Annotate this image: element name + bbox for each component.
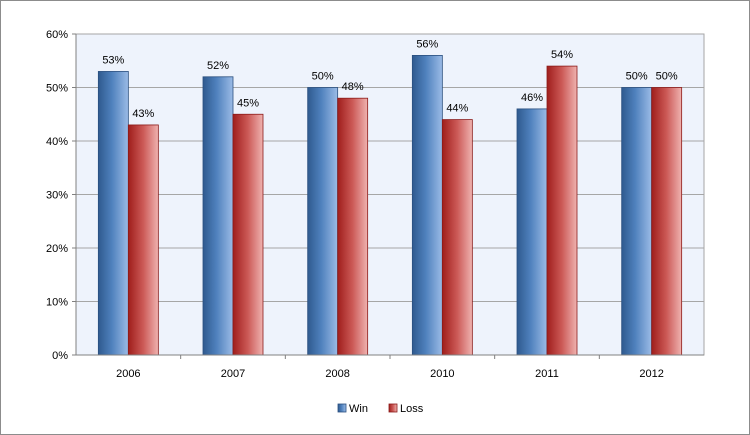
data-label-loss: 54% (551, 49, 573, 61)
bar-win (621, 87, 653, 356)
bar-loss (127, 124, 159, 356)
legend-label-win: Win (349, 403, 368, 415)
bar-win (202, 76, 234, 356)
bar-win (516, 108, 548, 356)
bar-loss (337, 97, 369, 356)
x-tick-label: 2008 (325, 368, 349, 380)
gridlines (76, 33, 704, 302)
data-label-loss: 48% (342, 81, 364, 93)
y-axis: 0% 10% 20% 30% 40% 50% 60% (46, 29, 77, 362)
data-label-win: 56% (416, 38, 438, 50)
bar-loss (546, 65, 578, 356)
legend-swatch-win (337, 403, 347, 413)
bar-win (307, 87, 339, 356)
x-tick-label: 2006 (116, 368, 140, 380)
x-tick-label: 2012 (639, 368, 663, 380)
data-label-win: 46% (521, 92, 543, 104)
y-tick-label: 10% (46, 297, 68, 309)
y-tick-label: 20% (46, 243, 68, 255)
legend-label-loss: Loss (400, 403, 424, 415)
legend-swatch-loss (388, 403, 398, 413)
data-label-loss: 44% (446, 103, 468, 115)
bar-win (411, 55, 443, 356)
y-tick-label: 60% (46, 29, 68, 41)
data-label-loss: 45% (237, 97, 259, 109)
x-axis: 2006 2007 2008 2010 2011 2012 (76, 354, 704, 380)
data-label-win: 53% (102, 54, 124, 66)
x-tick-label: 2011 (535, 368, 559, 380)
x-tick-label: 2010 (430, 368, 454, 380)
x-tick-label: 2007 (221, 368, 245, 380)
y-tick-label: 40% (46, 136, 68, 148)
bar-loss (232, 113, 264, 356)
data-label-win: 50% (312, 71, 334, 83)
data-label-win: 50% (626, 71, 648, 83)
data-label-loss: 43% (132, 108, 154, 120)
data-label-loss: 50% (656, 71, 678, 83)
y-tick-label: 30% (46, 190, 68, 202)
bar-loss (651, 87, 683, 356)
legend: Win Loss (337, 403, 424, 415)
bars: 53% 43% 52% 45% 50% 48% 56% 44% 46% 54% 50% 50% (97, 38, 683, 356)
data-label-win: 52% (207, 60, 229, 72)
y-tick-label: 50% (46, 83, 68, 95)
bar-win (97, 71, 129, 356)
bar-loss (441, 119, 473, 356)
y-tick-label: 0% (52, 350, 68, 362)
